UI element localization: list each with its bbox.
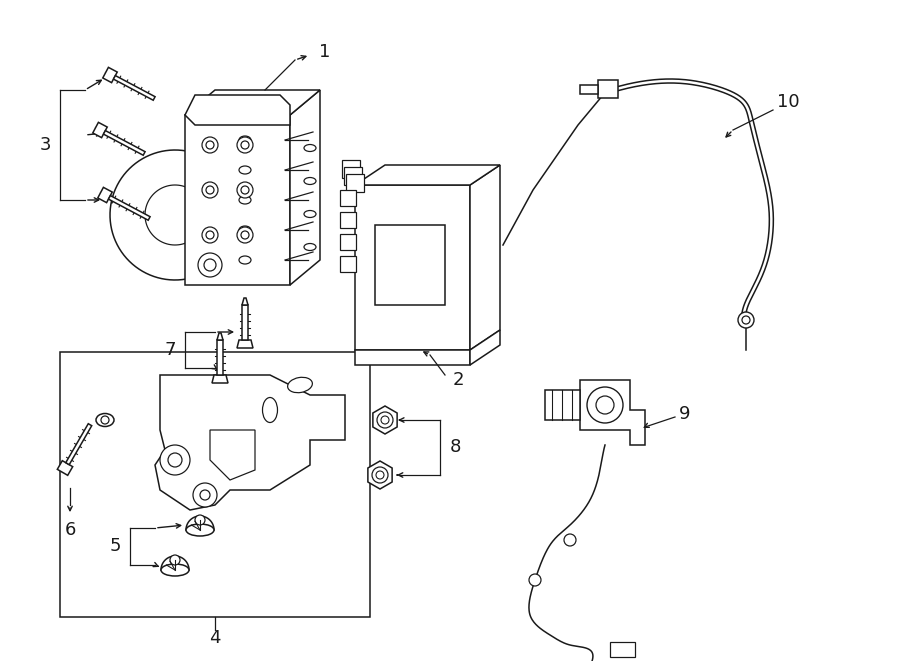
Polygon shape: [368, 461, 392, 489]
Polygon shape: [598, 80, 618, 98]
Ellipse shape: [239, 226, 251, 234]
Circle shape: [195, 515, 205, 525]
Circle shape: [200, 490, 210, 500]
Bar: [340, 190, 356, 206]
Bar: [340, 212, 356, 228]
Bar: [217, 340, 223, 375]
Circle shape: [241, 186, 249, 194]
Text: 2: 2: [452, 371, 464, 389]
Ellipse shape: [96, 414, 114, 426]
Polygon shape: [580, 380, 645, 445]
Polygon shape: [355, 350, 470, 365]
Ellipse shape: [304, 145, 316, 151]
Circle shape: [596, 396, 614, 414]
Ellipse shape: [304, 178, 316, 184]
Circle shape: [237, 227, 253, 243]
Circle shape: [202, 227, 218, 243]
Ellipse shape: [304, 243, 316, 251]
Polygon shape: [109, 196, 150, 220]
Text: 10: 10: [777, 93, 799, 111]
Circle shape: [193, 483, 217, 507]
Polygon shape: [185, 95, 290, 125]
Circle shape: [742, 316, 750, 324]
Text: 4: 4: [209, 629, 220, 647]
Circle shape: [204, 259, 216, 271]
Text: 7: 7: [164, 341, 176, 359]
Circle shape: [241, 231, 249, 239]
Circle shape: [198, 253, 222, 277]
Bar: [340, 256, 356, 272]
Ellipse shape: [161, 564, 189, 576]
Text: 6: 6: [64, 521, 76, 539]
Circle shape: [168, 453, 182, 467]
Circle shape: [160, 445, 190, 475]
Ellipse shape: [288, 377, 312, 393]
Ellipse shape: [239, 136, 251, 144]
Polygon shape: [545, 390, 580, 420]
Bar: [346, 174, 364, 192]
Polygon shape: [155, 375, 345, 510]
Text: 9: 9: [680, 405, 691, 423]
Polygon shape: [212, 375, 228, 383]
Circle shape: [381, 416, 389, 424]
Ellipse shape: [239, 196, 251, 204]
Text: 1: 1: [320, 43, 330, 61]
Polygon shape: [217, 333, 223, 340]
Polygon shape: [355, 165, 500, 185]
Circle shape: [206, 141, 214, 149]
Polygon shape: [185, 115, 290, 285]
Bar: [242, 305, 248, 340]
Polygon shape: [113, 75, 155, 100]
Ellipse shape: [263, 397, 277, 422]
Polygon shape: [237, 340, 253, 348]
Polygon shape: [580, 85, 598, 94]
Bar: [610, 642, 635, 657]
Circle shape: [202, 137, 218, 153]
Circle shape: [206, 231, 214, 239]
Ellipse shape: [304, 210, 316, 217]
Bar: [344, 167, 362, 185]
Polygon shape: [93, 122, 107, 137]
Polygon shape: [103, 67, 117, 83]
Circle shape: [738, 312, 754, 328]
Circle shape: [206, 186, 214, 194]
Circle shape: [101, 416, 109, 424]
Text: 8: 8: [449, 438, 461, 456]
Circle shape: [377, 412, 393, 428]
Polygon shape: [373, 406, 397, 434]
Circle shape: [202, 182, 218, 198]
Polygon shape: [470, 330, 500, 365]
Polygon shape: [104, 131, 145, 155]
Bar: [60, 352, 370, 617]
Polygon shape: [210, 430, 255, 480]
Polygon shape: [58, 461, 73, 475]
Polygon shape: [98, 187, 112, 203]
Bar: [340, 234, 356, 250]
Ellipse shape: [239, 256, 251, 264]
Bar: [375, 225, 445, 305]
Circle shape: [241, 141, 249, 149]
Circle shape: [587, 387, 623, 423]
Ellipse shape: [239, 166, 251, 174]
Polygon shape: [242, 298, 248, 305]
Circle shape: [237, 182, 253, 198]
Text: 3: 3: [40, 136, 50, 154]
Circle shape: [170, 555, 180, 565]
Circle shape: [564, 534, 576, 546]
Polygon shape: [66, 424, 92, 465]
Bar: [342, 160, 360, 178]
Text: 5: 5: [109, 537, 121, 555]
Circle shape: [529, 574, 541, 586]
Polygon shape: [185, 90, 320, 115]
Circle shape: [237, 137, 253, 153]
Circle shape: [376, 471, 384, 479]
Polygon shape: [355, 185, 470, 350]
Polygon shape: [290, 90, 320, 285]
Ellipse shape: [186, 524, 214, 536]
Polygon shape: [470, 165, 500, 350]
Circle shape: [372, 467, 388, 483]
